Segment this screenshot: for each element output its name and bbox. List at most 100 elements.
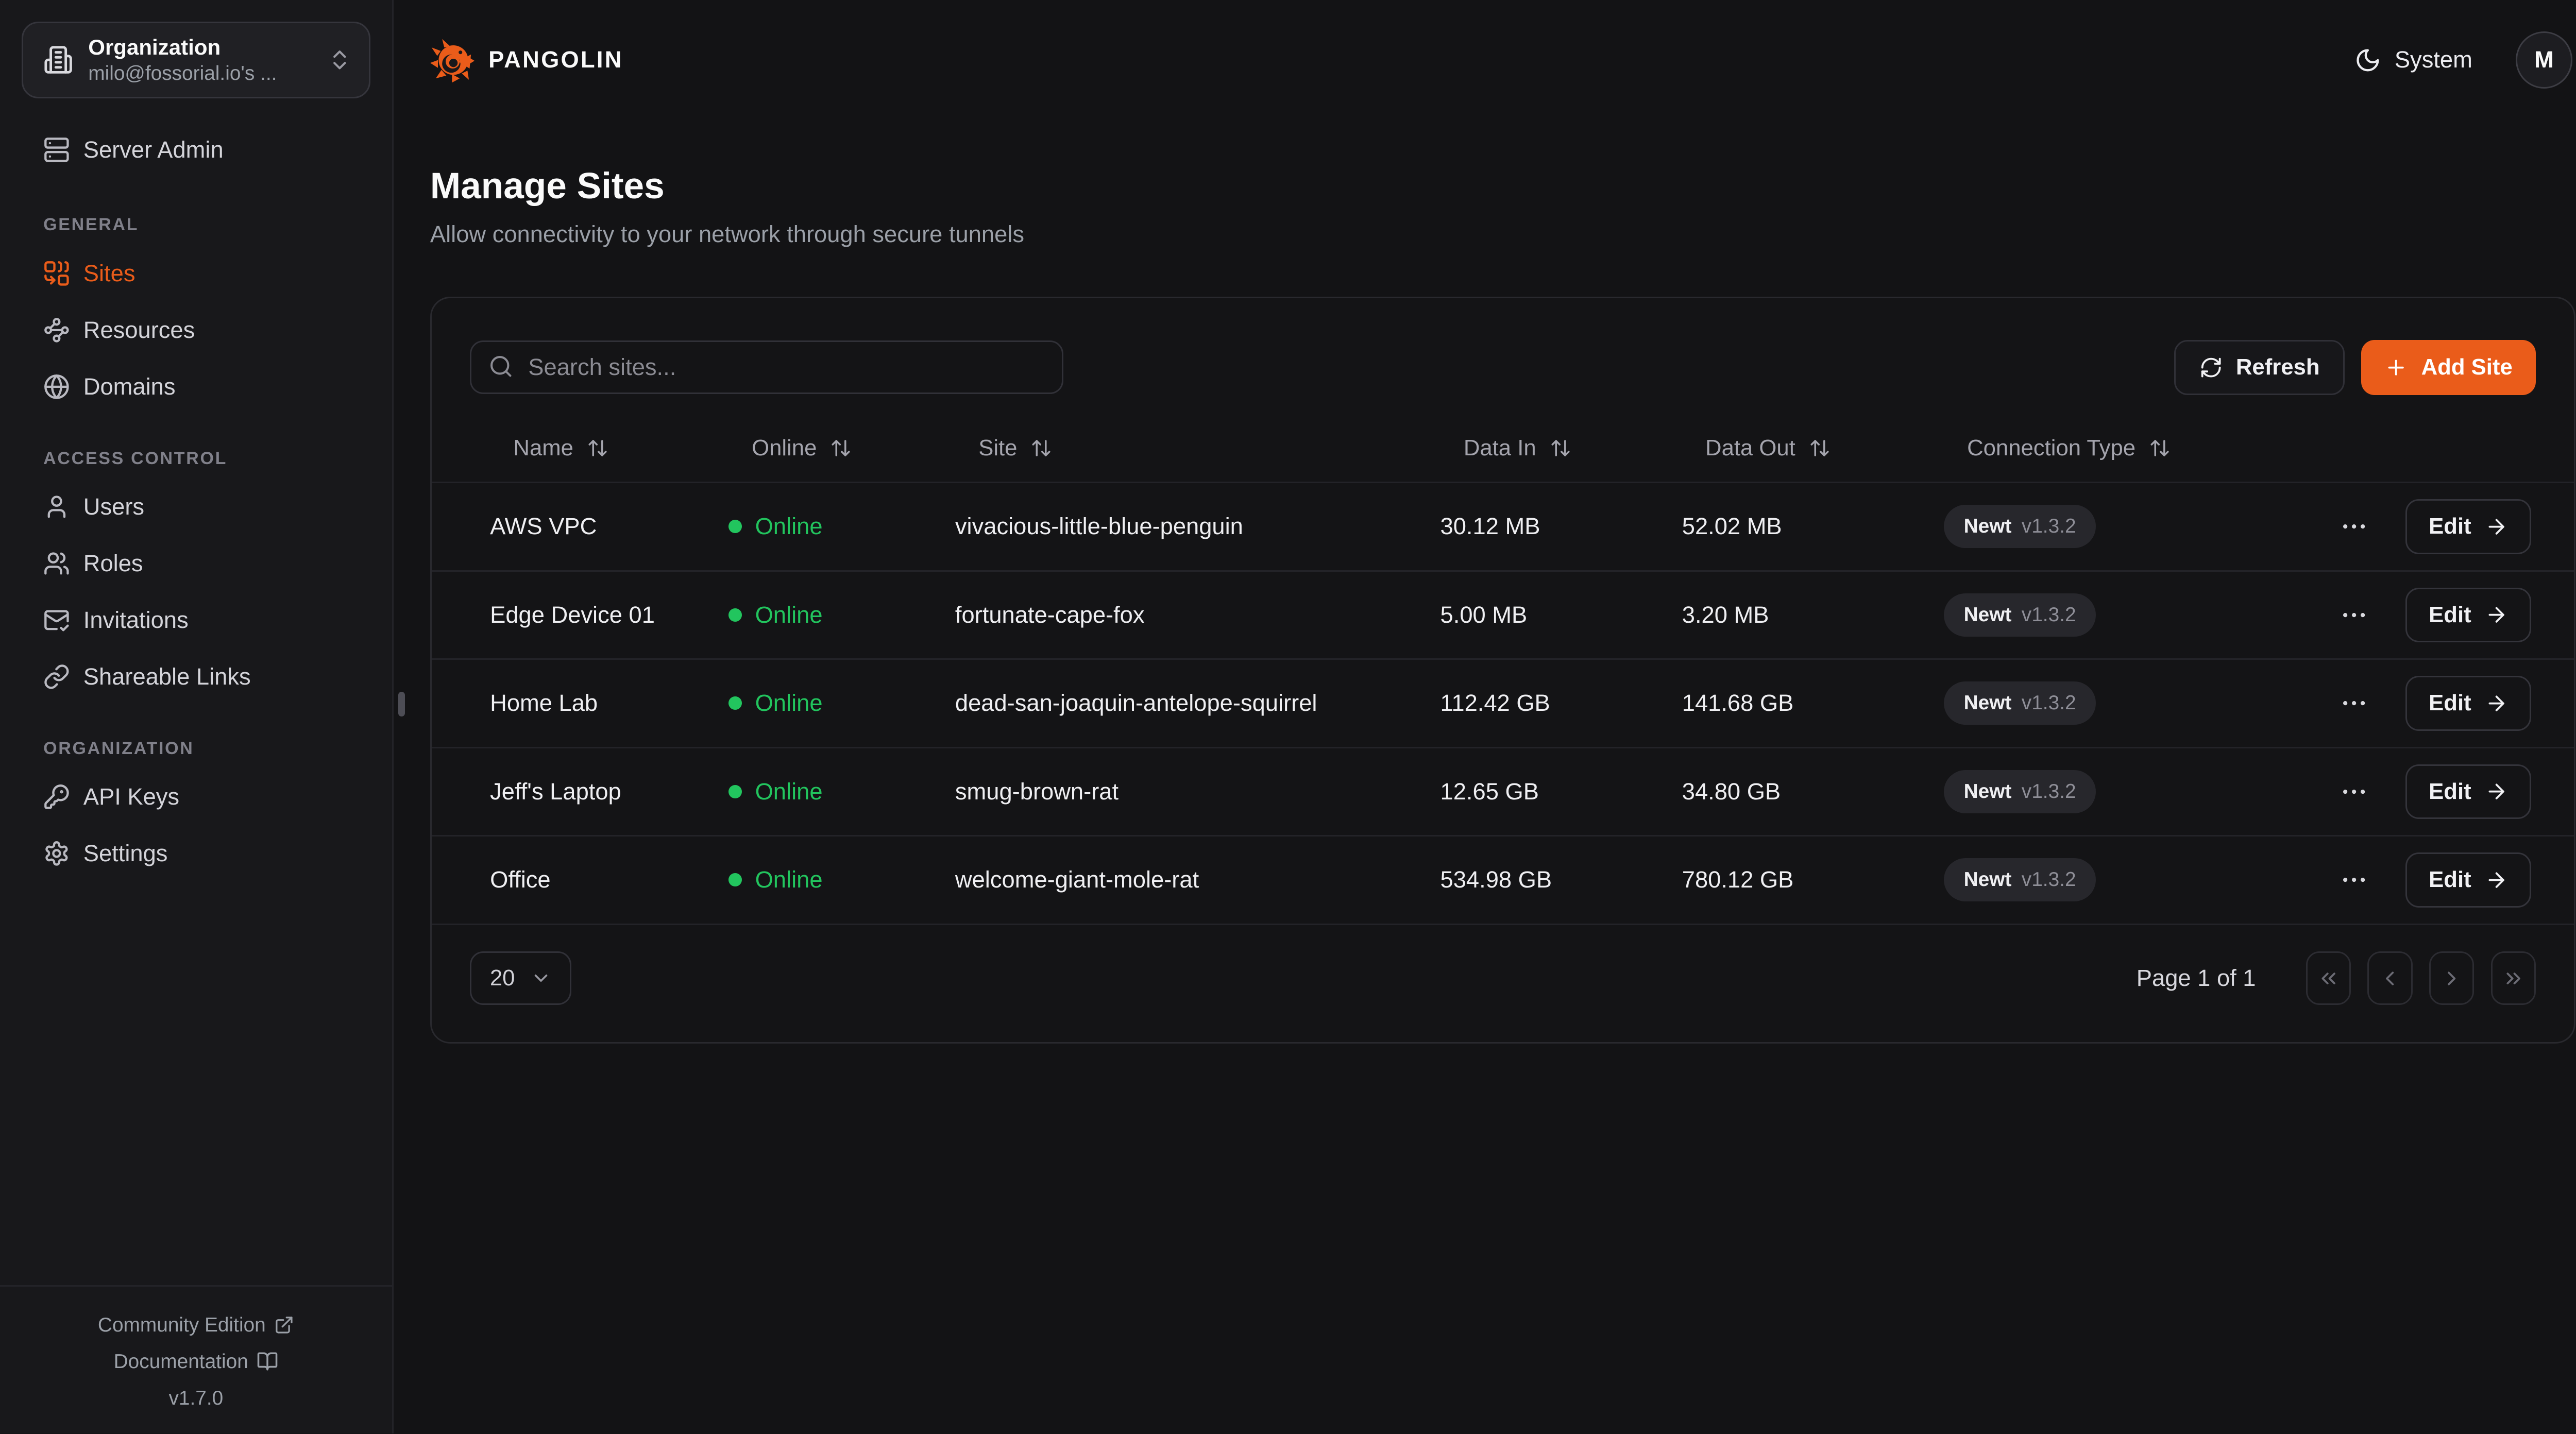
- card-toolbar: Refresh Add Site: [432, 339, 2574, 395]
- topbar: PANGOLIN System M: [394, 0, 2576, 120]
- sidebar-item-invitations[interactable]: Invitations: [22, 592, 370, 648]
- chevron-right-icon: [2448, 971, 2456, 985]
- sort-icon: [832, 440, 850, 457]
- community-edition-link[interactable]: Community Edition: [0, 1307, 392, 1343]
- row-menu-button[interactable]: [2335, 596, 2372, 633]
- edit-button[interactable]: Edit: [2405, 764, 2531, 820]
- add-site-button[interactable]: Add Site: [2361, 339, 2536, 395]
- mail-check-icon: [43, 607, 70, 634]
- sidebar-item-resources[interactable]: Resources: [22, 302, 370, 358]
- row-actions: Edit: [2335, 852, 2531, 908]
- sort-icon: [1032, 440, 1050, 457]
- sidebar-item-users[interactable]: Users: [22, 479, 370, 535]
- edit-button[interactable]: Edit: [2405, 587, 2531, 643]
- users-icon: [43, 550, 70, 577]
- site-name: AWS VPC: [490, 513, 597, 540]
- sidebar-item-api-keys[interactable]: API Keys: [22, 769, 370, 825]
- online-dot: [728, 520, 742, 534]
- site-name: Edge Device 01: [490, 601, 655, 628]
- organization-texts: Organization milo@fossorial.io's ...: [88, 34, 327, 86]
- sort-icon: [1551, 440, 1570, 457]
- book-open-icon: [257, 1351, 278, 1372]
- row-menu-button[interactable]: [2335, 685, 2372, 722]
- brand-logo[interactable]: PANGOLIN: [430, 38, 623, 83]
- page-subtitle: Allow connectivity to your network throu…: [430, 220, 1025, 247]
- table-row: Office Online welcome-giant-mole-rat 534…: [431, 836, 2574, 925]
- search-icon: [488, 354, 514, 379]
- organization-selector[interactable]: Organization milo@fossorial.io's ...: [22, 22, 370, 98]
- documentation-link[interactable]: Documentation: [0, 1343, 392, 1380]
- sidebar: Organization milo@fossorial.io's ... Ser…: [0, 0, 394, 1433]
- column-header-data-out[interactable]: Data Out: [1682, 435, 1944, 461]
- sidebar-item-label: Invitations: [83, 607, 189, 633]
- arrow-right-icon: [2488, 695, 2504, 711]
- row-actions: Edit: [2335, 499, 2531, 554]
- column-header-online[interactable]: Online: [728, 435, 955, 461]
- first-page-button[interactable]: [2306, 951, 2351, 1005]
- column-header-site[interactable]: Site: [955, 435, 1440, 461]
- connection-type-badge: Newt v1.3.2: [1943, 770, 2096, 813]
- row-menu-button[interactable]: [2335, 862, 2372, 898]
- data-in: 12.65 GB: [1440, 778, 1539, 805]
- search-input[interactable]: [470, 340, 1064, 395]
- chevrons-up-down-icon: [327, 47, 352, 73]
- previous-page-button[interactable]: [2367, 951, 2413, 1005]
- data-in: 5.00 MB: [1440, 601, 1528, 628]
- edit-button[interactable]: Edit: [2405, 676, 2531, 731]
- sidebar-item-sites[interactable]: Sites: [22, 245, 370, 302]
- waypoints-icon: [43, 317, 70, 344]
- row-menu-button[interactable]: [2335, 773, 2372, 810]
- sidebar-item-server-admin[interactable]: Server Admin: [22, 122, 370, 178]
- row-actions: Edit: [2335, 587, 2531, 643]
- connection-type-badge: Newt v1.3.2: [1943, 505, 2096, 549]
- site-slug: dead-san-joaquin-antelope-squirrel: [955, 690, 1317, 716]
- rows-per-page-select[interactable]: 20: [470, 951, 572, 1005]
- column-header-name[interactable]: Name: [490, 435, 728, 461]
- status-badge: Online: [728, 778, 955, 805]
- external-link-icon: [274, 1315, 294, 1335]
- sidebar-item-roles[interactable]: Roles: [22, 535, 370, 592]
- site-slug: smug-brown-rat: [955, 778, 1119, 805]
- building-icon: [43, 45, 73, 75]
- site-slug: vivacious-little-blue-penguin: [955, 513, 1243, 540]
- table-row: Edge Device 01 Online fortunate-cape-fox…: [431, 572, 2574, 660]
- organization-label: Organization: [88, 35, 221, 59]
- sidebar-footer: Community Edition Documentation v1.7.0: [0, 1285, 392, 1433]
- sort-icon: [588, 440, 607, 457]
- online-dot: [728, 784, 742, 798]
- sort-icon: [2150, 440, 2169, 457]
- avatar[interactable]: M: [2515, 31, 2572, 89]
- status-badge: Online: [728, 513, 955, 540]
- last-page-button[interactable]: [2490, 951, 2536, 1005]
- sites-table: Name Online Site Data In: [431, 415, 2574, 925]
- sidebar-item-settings[interactable]: Settings: [22, 825, 370, 882]
- sidebar-item-domains[interactable]: Domains: [22, 358, 370, 415]
- status-badge: Online: [728, 690, 955, 716]
- data-out: 34.80 GB: [1682, 778, 1781, 805]
- arrow-right-icon: [2488, 519, 2504, 535]
- sort-icon: [1810, 440, 1829, 457]
- main-area: PANGOLIN System M Manage Sites Allow con…: [394, 0, 2576, 1433]
- scrollbar-thumb[interactable]: [398, 691, 405, 717]
- sidebar-item-shareable-links[interactable]: Shareable Links: [22, 648, 370, 705]
- community-edition-label: Community Edition: [97, 1313, 266, 1336]
- site-name: Home Lab: [490, 690, 598, 716]
- brand-name: PANGOLIN: [488, 46, 623, 73]
- status-badge: Online: [728, 866, 955, 893]
- arrow-right-icon: [2488, 872, 2504, 888]
- column-header-connection-type[interactable]: Connection Type: [1944, 435, 2335, 461]
- site-name: Office: [490, 866, 551, 893]
- add-site-label: Add Site: [2421, 354, 2513, 380]
- edit-button[interactable]: Edit: [2405, 852, 2531, 908]
- next-page-button[interactable]: [2429, 951, 2475, 1005]
- refresh-button[interactable]: Refresh: [2174, 339, 2345, 395]
- refresh-icon: [2199, 356, 2223, 379]
- user-icon: [43, 493, 70, 520]
- theme-toggle[interactable]: System: [2354, 46, 2472, 73]
- section-label-access-control: ACCESS CONTROL: [43, 448, 228, 468]
- row-menu-button[interactable]: [2335, 508, 2372, 545]
- edit-button[interactable]: Edit: [2405, 499, 2531, 554]
- section-label-general: GENERAL: [43, 215, 139, 235]
- status-badge: Online: [728, 602, 955, 628]
- column-header-data-in[interactable]: Data In: [1440, 435, 1682, 461]
